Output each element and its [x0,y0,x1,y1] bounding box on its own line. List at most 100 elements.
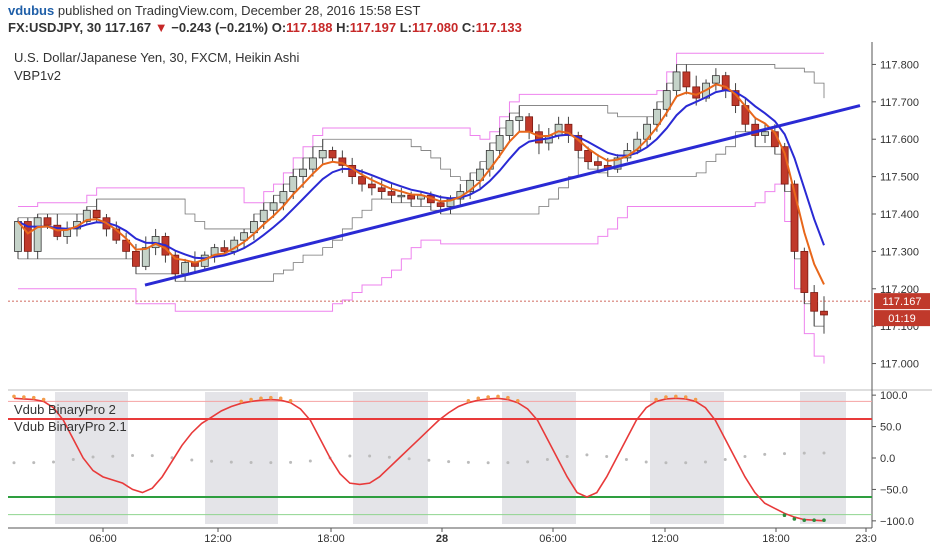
bull-candle [711,75,720,84]
countdown-badge-text: 01:19 [888,313,916,325]
bull-candle [662,90,671,110]
osc-mid-dot [545,458,549,462]
osc-mid-dot [407,457,411,461]
price-tick-label: 117.300 [880,246,919,258]
bull-candle [33,217,42,252]
osc-top-dot [476,396,481,401]
price-tick-label: 117.800 [880,59,919,71]
bear-candle [584,150,592,163]
symbol-label[interactable]: FX:USDJPY, 30 [8,20,102,35]
price-tick-label: 117.500 [880,172,919,184]
bear-candle [682,71,691,88]
time-tick-label: 12:00 [204,533,232,545]
bear-candle [800,250,809,293]
osc-bottom-dot [822,518,826,523]
osc-label-1[interactable]: Vdub BinaryPro 2 [14,402,116,417]
low-value: 117.080 [411,20,459,35]
osc-mid-dot [664,461,668,465]
bull-candle [240,232,248,241]
blue-ma-line [17,89,825,260]
session-band [55,392,128,524]
bear-candle [377,187,386,192]
bear-candle [525,116,534,133]
countdown-badge [874,310,930,327]
time-tick-label: 12:00 [651,533,679,545]
time-tick-label: 18:00 [762,533,790,545]
osc-tick-label: 0.0 [880,453,895,465]
bull-candle [653,108,661,125]
osc-mid-dot [308,459,312,463]
open-label: O: [271,20,287,35]
down-arrow-icon: ▼ [154,20,168,35]
bull-candle [554,123,563,136]
osc-mid-dot [723,458,727,462]
osc-mid-dot [210,459,214,463]
main-pane-title: U.S. Dollar/Japanese Yen, 30, FXCM, Heik… [14,50,300,65]
price-tick-label: 117.200 [880,284,919,296]
osc-mid-dot [91,455,95,459]
main-indicator-label[interactable]: VBP1v2 [14,68,61,83]
bear-candle [387,191,396,196]
osc-tick-label: −50.0 [880,484,908,496]
bull-candle [672,71,681,92]
bear-candle [810,292,819,312]
bull-candle [318,150,327,159]
osc-top-dot [654,397,658,402]
osc-mid-dot [684,461,688,465]
osc-bottom-dot [812,518,816,523]
bull-candle [613,157,622,170]
osc-mid-dot [150,454,154,458]
osc-mid-dot [486,461,490,465]
session-band [205,392,278,524]
channel-lower [18,183,825,364]
bear-candle [23,221,32,252]
osc-mid-dot [585,453,589,457]
bull-candle [761,131,769,136]
osc-mid-dot [12,461,16,465]
osc-mid-dot [131,453,135,457]
osc-mid-dot [289,460,293,464]
bull-candle [308,157,317,170]
session-band [650,392,724,524]
osc-mid-dot [703,460,707,464]
high-value: 117.197 [349,20,397,35]
osc-top-dot [12,394,16,399]
osc-top-dot [496,394,500,399]
osc-mid-dot [52,460,56,464]
price-badge-text: 117.167 [883,296,922,308]
osc-top-dot [31,395,36,400]
osc-mid-dot [782,452,786,456]
osc-mid-dot [368,454,372,458]
osc-mid-dot [822,451,826,455]
osc-top-dot [466,399,471,403]
bull-candle [495,135,504,151]
author-link[interactable]: vdubus [8,3,55,18]
publish-text: published on TradingView.com, December 2… [57,3,421,18]
osc-top-dot [674,394,678,399]
osc-tick-label: −100.0 [880,516,914,528]
osc-mid-dot [387,455,391,459]
bull-candle [141,247,150,267]
ohlc-line: FX:USDJPY, 30 117.167 ▼ −0.243 (−0.21%) … [8,20,522,35]
osc-top-dot [239,399,243,404]
bear-candle [594,161,602,166]
bear-candle [358,176,366,185]
osc-top-dot [41,397,46,402]
close-value: 117.133 [475,20,522,35]
osc-mid-dot [763,452,767,456]
bear-candle [692,86,701,99]
osc-top-dot [22,395,26,399]
bull-candle [289,176,298,192]
bull-candle [269,202,278,211]
osc-mid-dot [624,458,628,462]
osc-mid-dot [71,458,75,462]
osc-bottom-dot [792,517,797,521]
price-tick-label: 117.700 [880,97,919,109]
bull-candle [515,116,524,121]
bear-candle [328,150,337,159]
bear-candle [338,157,347,166]
osc-label-2[interactable]: Vdub BinaryPro 2.1 [14,419,127,434]
osc-mid-dot [348,454,352,458]
